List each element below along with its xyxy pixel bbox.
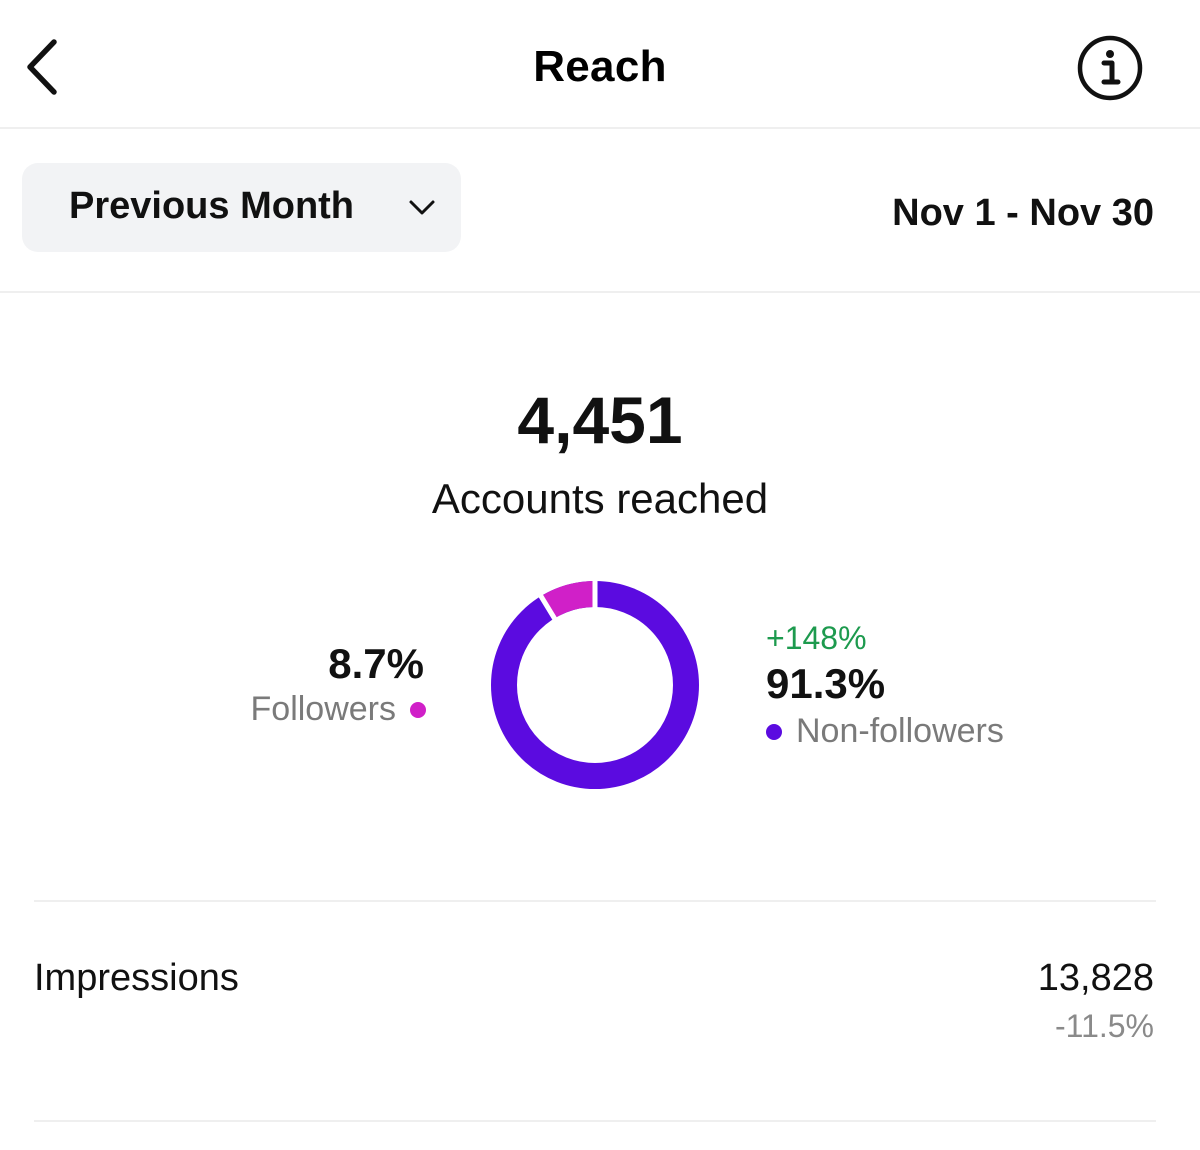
header: Reach xyxy=(0,0,1200,129)
non-followers-dot-icon xyxy=(766,723,782,740)
chevron-down-icon xyxy=(409,200,435,215)
info-icon xyxy=(1077,35,1143,101)
accounts-reached-label: Accounts reached xyxy=(431,475,769,522)
impressions-value: 13,828 xyxy=(1037,957,1154,999)
followers-legend: Followers xyxy=(251,690,426,729)
accounts-reached-value: 4,451 xyxy=(517,383,683,457)
followers-dot-icon xyxy=(410,701,426,718)
divider xyxy=(34,900,1156,902)
followers-percent: 8.7% xyxy=(328,640,424,687)
non-followers-percent: 91.3% xyxy=(766,660,886,707)
followers-label: Followers xyxy=(250,690,396,728)
impressions-change: -11.5% xyxy=(1054,1008,1154,1044)
page-title: Reach xyxy=(533,42,667,91)
date-range-dropdown-label: Previous Month xyxy=(69,185,355,227)
donut-segment-non-followers xyxy=(491,581,699,789)
divider xyxy=(34,1120,1156,1122)
back-button[interactable] xyxy=(18,32,68,102)
date-range-dropdown[interactable]: Previous Month xyxy=(22,163,461,252)
non-followers-label: Non-followers xyxy=(796,712,1004,750)
impressions-label: Impressions xyxy=(34,957,239,999)
info-button[interactable] xyxy=(1076,34,1144,102)
non-followers-legend: Non-followers xyxy=(766,712,1004,751)
impressions-row[interactable]: Impressions 13,828 -11.5% xyxy=(0,902,1200,1120)
non-followers-change: +148% xyxy=(766,620,867,656)
reach-donut-chart xyxy=(491,579,699,789)
donut-gap-end xyxy=(537,593,558,622)
chevron-left-icon xyxy=(27,39,57,95)
filter-bar: Previous Month Nov 1 - Nov 30 xyxy=(0,129,1200,293)
donut-segment-followers xyxy=(540,581,596,619)
date-range-text: Nov 1 - Nov 30 xyxy=(892,192,1154,234)
